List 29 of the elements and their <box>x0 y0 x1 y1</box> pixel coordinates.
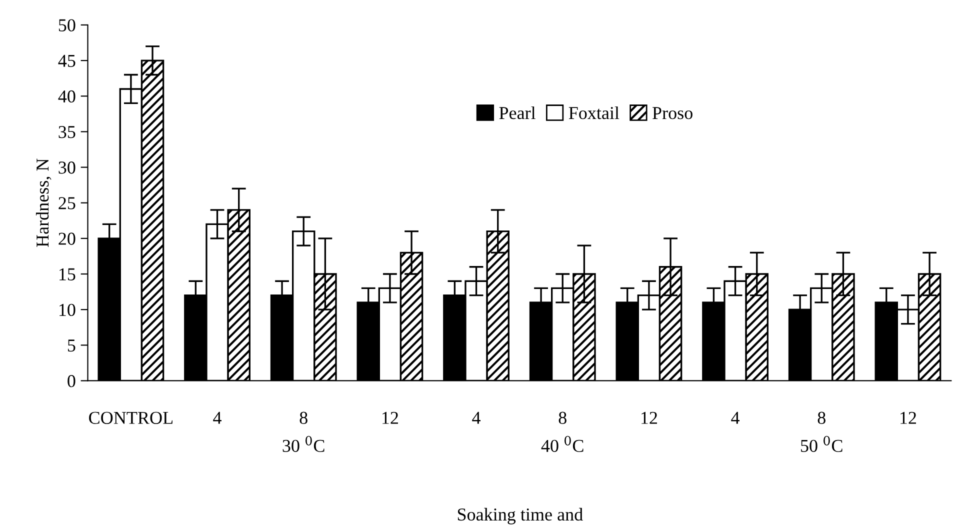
y-tick-label: 10 <box>59 304 76 316</box>
y-tick-label: 15 <box>59 268 76 280</box>
legend-label: Pearl <box>499 106 536 120</box>
y-tick-label: 30 <box>58 162 76 174</box>
x-tick-label: 12 <box>900 412 916 424</box>
y-tick-label: 25 <box>58 197 76 210</box>
x-tick-label: 8 <box>558 412 566 424</box>
y-tick-label: 20 <box>58 232 76 245</box>
y-tick-label: 50 <box>58 19 76 32</box>
legend-label: Proso <box>652 107 692 120</box>
x-tick-label: 8 <box>300 412 308 424</box>
y-tick-label: 45 <box>58 54 76 67</box>
legend-label: Foxtail <box>568 106 620 120</box>
y-tick-label: 35 <box>58 126 76 138</box>
y-axis-title: Hardness, N <box>36 158 52 247</box>
x-tick-label: 4 <box>472 412 481 424</box>
x-tick-label: 12 <box>382 412 398 424</box>
y-tick-label: 40 <box>58 90 76 103</box>
text: 50 $^{0}$C <box>801 436 842 452</box>
x-tick-label: CONTROL <box>89 412 172 424</box>
x-tick-label: 4 <box>731 412 740 424</box>
x-axis-title: Soaking time and <box>458 508 583 524</box>
x-tick-label: 8 <box>818 412 826 424</box>
y-tick-label: 0 <box>68 374 76 388</box>
text: 40 $^{0}$C <box>541 436 584 452</box>
text: 30 $^{0}$C <box>282 436 324 452</box>
x-tick-label: 4 <box>213 412 222 424</box>
x-tick-label: 12 <box>642 412 657 424</box>
y-tick-label: 5 <box>68 340 76 352</box>
